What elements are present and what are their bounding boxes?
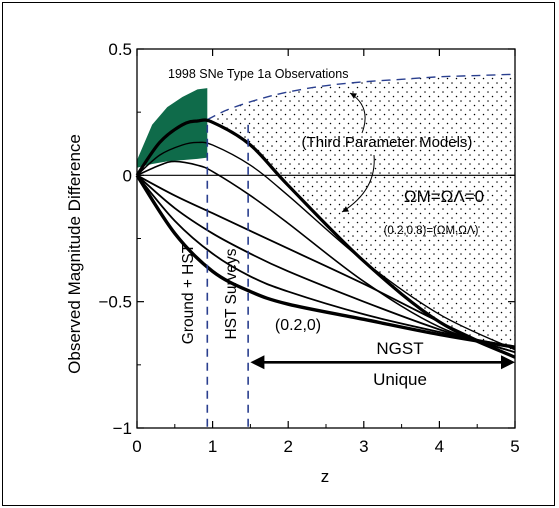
x-tick-label: 4 [435, 437, 444, 456]
third-parameter-region [207, 74, 516, 358]
y-axis-label: Observed Magnitude Difference [65, 134, 84, 374]
x-tick-label: 2 [283, 437, 292, 456]
y-tick-label: 0 [123, 166, 132, 185]
ground-hst-label: Ground + HST [180, 243, 197, 344]
annotation-arrow-down-head [342, 206, 349, 212]
model-curve-6 [136, 174, 516, 349]
zero-model-label: ΩM=ΩΛ=0 [404, 187, 484, 206]
x-tick-label: 3 [359, 437, 368, 456]
unique-label: Unique [373, 370, 427, 389]
x-tick-label: 0 [132, 437, 141, 456]
model-curve-4 [136, 174, 516, 359]
y-tick-label: −0.5 [98, 293, 132, 312]
hst-surveys-label: HST Surveys [223, 248, 240, 339]
x-axis-label: z [321, 467, 330, 486]
observations-region [137, 88, 208, 168]
model-0208-label: (0.2,0.8)=(ΩM,ΩΛ) [384, 225, 479, 237]
model-curve-2 [136, 141, 516, 351]
y-tick-label: 0.5 [108, 40, 132, 59]
x-tick-label: 5 [510, 437, 519, 456]
third-parameter-label: (Third Parameter Models) [302, 134, 473, 151]
y-tick-label: −1 [113, 419, 132, 438]
model-curve-3 [136, 160, 516, 353]
ngst-arrow-right-head [501, 355, 515, 370]
ngst-arrow-left-head [250, 355, 265, 370]
annotation-arrow-up-head [350, 93, 357, 99]
observations-label: 1998 SNe Type 1a Observations [168, 67, 348, 81]
third-parameter-boundary [206, 73, 516, 121]
ngst-label: NGST [376, 339, 423, 358]
model-curve-7 [135, 174, 516, 349]
plot-area: 0 1 2 3 4 5 0.5 0 −0.5 −1 [98, 40, 519, 456]
annotation-arrow-down [341, 154, 375, 213]
model-020-label: (0.2,0) [275, 317, 321, 334]
model-curve-5 [136, 174, 516, 354]
x-tick-label: 1 [208, 437, 217, 456]
